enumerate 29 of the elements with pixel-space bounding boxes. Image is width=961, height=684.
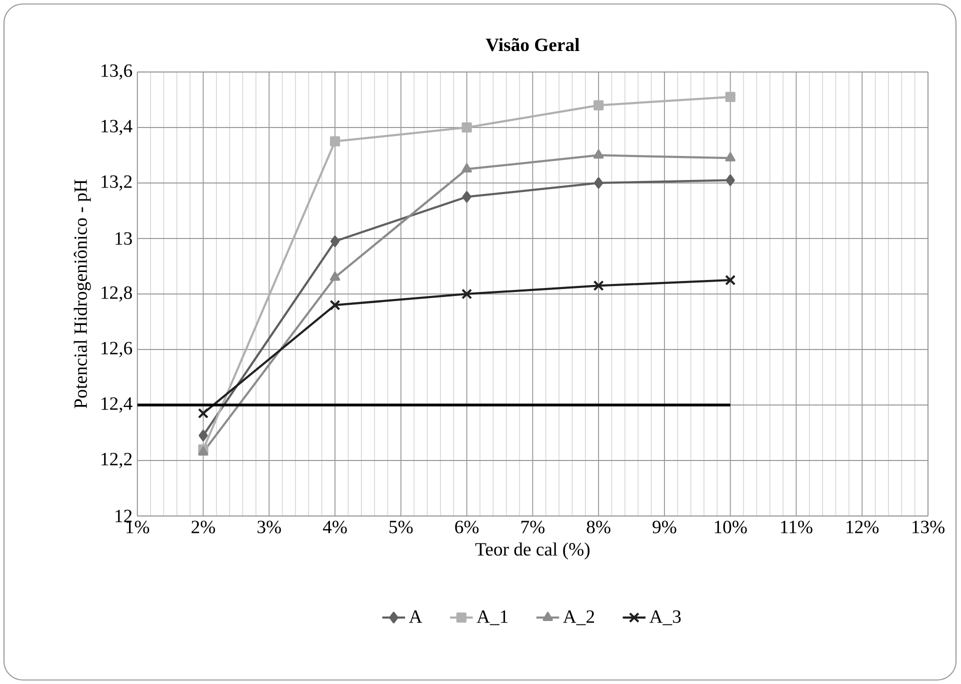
x-axis-title: Teor de cal (%) (475, 542, 590, 560)
x-tick-label: 2% (192, 520, 216, 534)
legend-label: A_3 (649, 610, 681, 626)
x-tick-label: 10% (714, 520, 747, 534)
y-axis-title: Potencial Hidrogeniônico - pH (74, 180, 91, 408)
x-tick-label: 7% (521, 520, 544, 534)
y-tick-label: 13,6 (102, 64, 132, 80)
y-tick-label: 12,8 (102, 286, 132, 302)
x-tick-label: 8% (586, 520, 610, 534)
y-tick-label: 13,4 (102, 120, 132, 136)
x-tick-label: 5% (390, 520, 413, 534)
y-tick-label: 13,2 (102, 175, 132, 191)
y-tick-label: 12,4 (102, 397, 132, 413)
y-tick-label: 13 (116, 232, 132, 245)
legend-label: A (409, 610, 422, 623)
x-tick-label: 6% (455, 520, 479, 534)
x-tick-label: 9% (652, 520, 676, 534)
x-tick-label: 13% (912, 520, 944, 534)
chart-title: Visão Geral (486, 38, 580, 52)
x-tick-label: 4% (322, 520, 347, 534)
y-tick-label: 12 (116, 510, 132, 522)
legend-label: A_2 (563, 610, 594, 626)
x-tick-label: 3% (258, 520, 281, 534)
x-tick-label: 12% (846, 520, 879, 534)
legend-label: A_1 (476, 610, 508, 626)
x-tick-label: 11% (781, 520, 812, 534)
y-tick-label: 12,6 (102, 342, 132, 358)
y-tick-label: 12,2 (102, 452, 132, 468)
x-tick-label: 1% (126, 520, 150, 534)
